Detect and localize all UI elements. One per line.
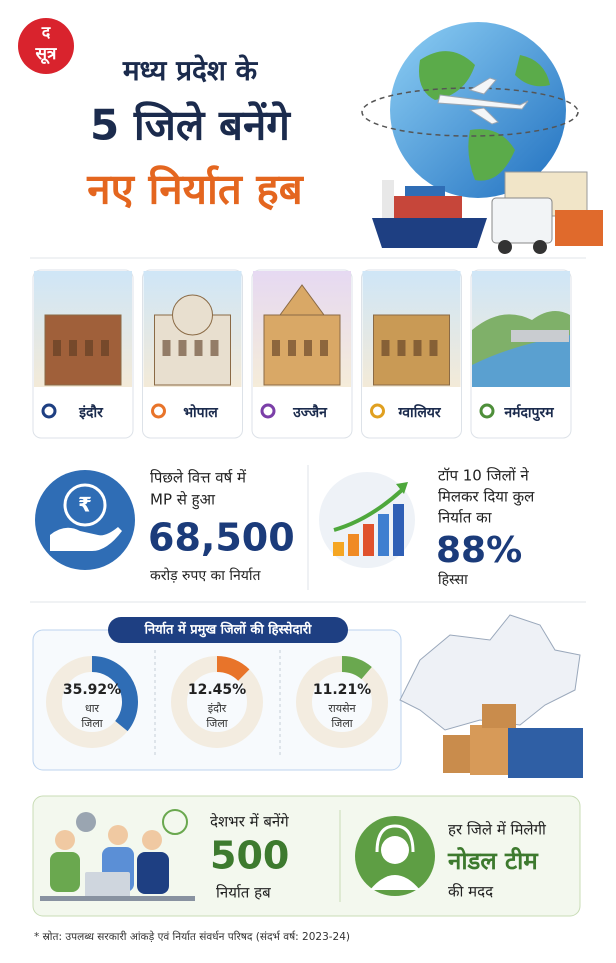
rupee-symbol: ₹ xyxy=(78,493,92,517)
city-label-bg xyxy=(477,396,565,430)
support-icon xyxy=(370,824,420,890)
city-image xyxy=(210,340,219,356)
shares-panel xyxy=(32,629,402,771)
nodal-text: हर जिले में मिलेगी xyxy=(448,821,547,839)
city-image xyxy=(511,330,569,342)
pin-icon xyxy=(479,403,495,419)
city-name: इंदौर xyxy=(78,404,104,421)
stat-text: MP से हुआ xyxy=(150,491,216,510)
map-illustration xyxy=(399,614,583,778)
city-image xyxy=(69,340,77,356)
coin xyxy=(63,483,107,527)
district-name: धार xyxy=(85,702,100,715)
nodal-amount: नोडल टीम xyxy=(447,847,539,875)
nodal-text: की मदद xyxy=(448,883,494,901)
city-label-bg xyxy=(39,396,127,430)
city-image xyxy=(320,340,328,356)
globe-illustration xyxy=(361,22,603,254)
city-image xyxy=(172,294,213,336)
donut-arc xyxy=(91,656,138,732)
city-name: भोपाल xyxy=(183,404,218,421)
team-illustration xyxy=(40,809,195,901)
pin-icon xyxy=(151,403,166,419)
shares-title: निर्यात में प्रमुख जिलों की हिस्सेदारी xyxy=(144,622,312,638)
logo-badge xyxy=(18,18,74,74)
stat-text: हिस्सा xyxy=(438,571,468,588)
title-line: मध्य प्रदेश के xyxy=(122,54,259,87)
hubs-text: देशभर में बनेंगे xyxy=(210,813,289,831)
city-image xyxy=(194,340,203,356)
stat-text: टॉप 10 जिलों ने xyxy=(438,467,529,485)
city-label-bg xyxy=(367,396,456,430)
city-image xyxy=(429,340,438,356)
shares-title-pill xyxy=(108,617,348,643)
hand-icon xyxy=(50,527,122,551)
city-image xyxy=(279,284,325,316)
stat-amount: 68,500 xyxy=(148,516,295,560)
city-name: ग्वालियर xyxy=(397,404,442,421)
district-suffix: जिला xyxy=(81,717,102,730)
title-line: नए निर्यात हब xyxy=(86,165,304,214)
city-image xyxy=(178,340,187,356)
donut-label: 12.45% xyxy=(188,682,246,698)
city-image xyxy=(397,340,406,356)
city-image xyxy=(413,340,422,356)
district-name: इंदौर xyxy=(208,702,227,715)
growth-icon xyxy=(333,482,408,556)
district-suffix: जिला xyxy=(206,717,227,730)
bottom-panel xyxy=(32,795,581,917)
hubs-text: निर्यात हब xyxy=(216,884,271,902)
stat-text: करोड़ रुपए का निर्यात xyxy=(150,567,262,584)
logo-text: द xyxy=(41,23,51,42)
pin-icon xyxy=(41,403,57,419)
title-line: 5 जिले बनेंगे xyxy=(90,101,291,150)
city-name: नर्मदापुरम xyxy=(503,404,554,422)
city-image xyxy=(101,340,109,356)
stat-text: पिछले वित्त वर्ष में xyxy=(150,469,247,487)
city-image xyxy=(304,340,312,356)
city-name: उज्जैन xyxy=(292,404,328,421)
pin-icon xyxy=(260,403,276,419)
stat-text: मिलकर दिया कुल xyxy=(438,488,535,507)
city-label-bg xyxy=(148,396,237,430)
city-image xyxy=(288,340,296,356)
city-image xyxy=(472,335,570,387)
source-note: * स्रोत: उपलब्ध सरकारी आंकड़े एवं निर्या… xyxy=(34,930,350,943)
stat-amount: 88% xyxy=(436,530,522,571)
donut-label: 35.92% xyxy=(63,682,121,698)
city-image xyxy=(272,340,280,356)
stat-text: निर्यात का xyxy=(438,509,493,527)
city-image xyxy=(381,340,390,356)
district-name: रायसेन xyxy=(328,702,356,715)
logo-text: सूत्र xyxy=(35,44,57,65)
pin-icon xyxy=(370,403,385,419)
city-label-bg xyxy=(258,396,346,430)
donut-arc xyxy=(341,656,372,680)
city-image xyxy=(85,340,93,356)
district-suffix: जिला xyxy=(331,717,352,730)
hubs-amount: 500 xyxy=(210,834,289,878)
donut-label: 11.21% xyxy=(313,682,371,698)
city-image xyxy=(53,340,61,356)
donut-arc xyxy=(216,656,250,682)
city-image xyxy=(162,340,171,356)
